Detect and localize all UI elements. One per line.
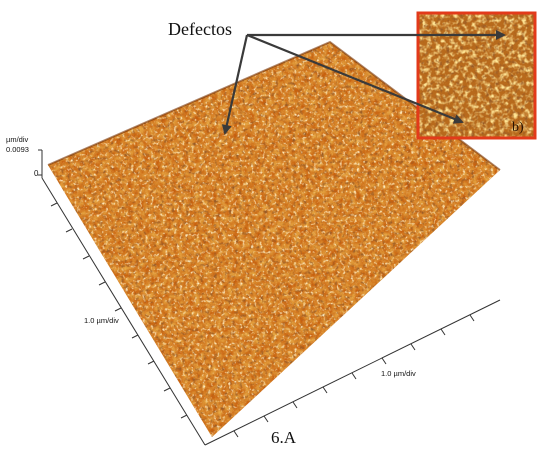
left-axis-tick: [163, 387, 171, 392]
bottom-axis-tick: [292, 401, 298, 409]
bottom-axis-tick: [381, 357, 387, 365]
left-axis-tick: [114, 307, 122, 312]
left-axis-tick: [147, 360, 155, 365]
defect-callout-arrows: [221, 30, 506, 135]
defects-callout-label: Defectos: [168, 19, 232, 39]
z-axis-unit-label: µm/div: [6, 135, 29, 144]
x-axis-scale-label: 1.0 µm/div: [84, 316, 119, 325]
left-axis-tick: [180, 414, 188, 419]
bottom-axis-line: [204, 299, 501, 446]
inset-panel-label: b): [512, 120, 524, 135]
left-axis-line: [41, 177, 206, 446]
afm-surface: [47, 40, 501, 437]
left-axis-tick: [82, 255, 90, 260]
bottom-axis-tick: [263, 415, 269, 423]
left-axis-tick: [50, 202, 58, 207]
bottom-axis-tick: [440, 328, 446, 336]
inset-micrograph: [416, 11, 537, 140]
arrow-to-surface-defect: [221, 34, 249, 135]
left-axis-tick: [98, 281, 106, 286]
bottom-axis-tick: [322, 386, 328, 394]
y-axis-scale-label: 1.0 µm/div: [381, 369, 416, 378]
plot-axes: [38, 149, 501, 446]
bottom-axis-tick: [351, 372, 357, 380]
left-axis-tick: [65, 228, 73, 233]
panel-label: 6.A: [271, 428, 297, 447]
z-axis-zero-label: 0: [34, 169, 39, 178]
inset-border: [416, 11, 537, 140]
bottom-axis-tick: [233, 430, 239, 438]
left-axis-tick: [131, 334, 139, 339]
bottom-axis-tick: [410, 343, 416, 351]
z-axis-max-label: 0.0093: [6, 145, 29, 154]
bottom-axis-tick: [469, 314, 475, 322]
arrow-to-inset-defect-bottom: [246, 33, 464, 124]
